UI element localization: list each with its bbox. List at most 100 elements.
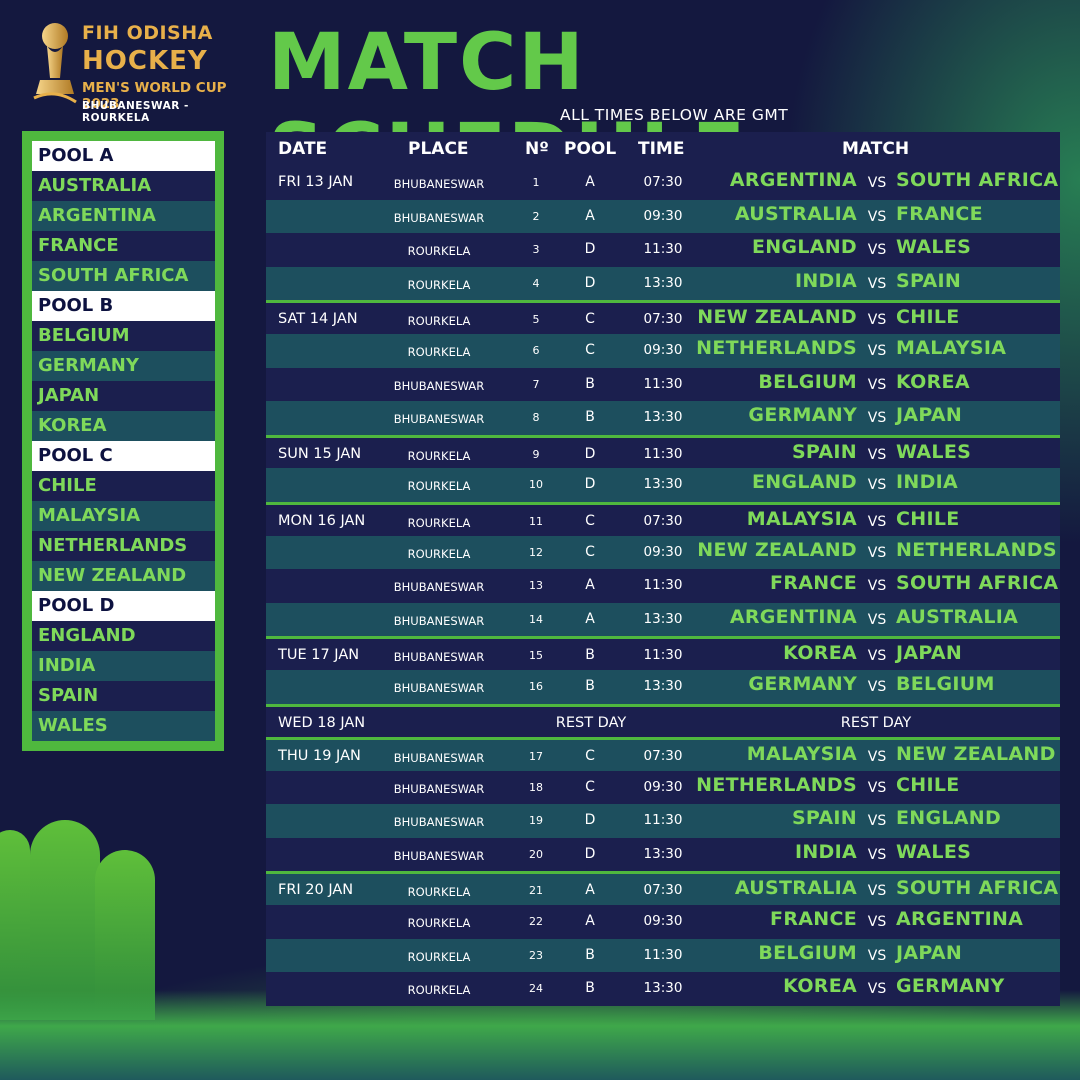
match-pool: A <box>585 174 595 190</box>
match-place: ROURKELA <box>407 277 471 292</box>
match-pool: C <box>585 341 595 358</box>
table-row: TUE 17 JAN BHUBANESWAR 15 B 11:30 KOREA VS JAPA… <box>266 636 1060 670</box>
match-place: ROURKELA <box>407 244 471 259</box>
match-pool: D <box>584 476 596 493</box>
match-place: BHUBANESWAR <box>393 378 485 393</box>
match-number: 1 <box>532 176 540 189</box>
match-number: 17 <box>529 750 543 764</box>
away-team: SOUTH AFRICA <box>896 169 1059 191</box>
table-row: ROURKELA 3 D 11:30 ENGLAND VS WALES <box>266 233 1060 267</box>
away-team: NEW ZEALAND <box>896 743 1056 766</box>
event-logo: FIH ODISHA HOCKEY MEN'S WORLD CUP 2023 B… <box>28 14 258 124</box>
match-number: 18 <box>529 780 543 794</box>
match-time: 13:30 <box>643 845 683 862</box>
away-team: INDIA <box>896 471 959 494</box>
match-place: BHUBANESWAR <box>393 177 485 191</box>
vs-label: VS <box>867 175 887 191</box>
logo-line-hockey: HOCKEY <box>82 46 208 76</box>
home-team: NEW ZEALAND <box>697 306 857 329</box>
match-time: 09:30 <box>643 913 683 930</box>
match-number: 23 <box>529 948 543 962</box>
match-place: BHUBANESWAR <box>393 650 485 665</box>
match-place: BHUBANESWAR <box>393 412 485 427</box>
pool-team: GERMANY <box>32 351 215 381</box>
match-pool: B <box>585 946 595 963</box>
vs-label: VS <box>867 611 887 628</box>
away-team: WALES <box>896 440 972 463</box>
match-place: ROURKELA <box>407 916 471 931</box>
match-place: BHUBANESWAR <box>393 580 485 595</box>
pool-team: NETHERLANDS <box>32 531 215 561</box>
match-time: 11:30 <box>643 577 683 594</box>
match-pool: B <box>585 677 595 694</box>
pool-team: CHILE <box>32 471 215 501</box>
rest-day-label: REST DAY <box>555 714 627 731</box>
match-time: 07:30 <box>643 311 683 328</box>
match-time: 11:30 <box>643 445 683 462</box>
pools-panel: POOL A AUSTRALIA ARGENTINA FRANCE SOUTH AFRI… <box>22 131 224 751</box>
home-team: FRANCE <box>770 572 857 595</box>
home-team: ARGENTINA <box>729 605 857 628</box>
vs-label: VS <box>867 779 887 796</box>
match-time: 13:30 <box>643 476 683 493</box>
vs-label: VS <box>867 947 887 964</box>
match-number: 8 <box>532 411 540 425</box>
home-team: MALAYSIA <box>746 743 857 766</box>
pool-team: WALES <box>32 711 215 741</box>
match-pool: D <box>584 845 596 862</box>
match-time: 07:30 <box>643 882 683 899</box>
away-team: KOREA <box>896 370 970 393</box>
home-team: INDIA <box>794 840 857 863</box>
table-row: BHUBANESWAR 18 C 09:30 NETHERLANDS VS CHILE <box>266 770 1060 805</box>
home-team: ARGENTINA <box>729 169 857 191</box>
table-row: BHUBANESWAR 16 B 13:30 GERMANY VS BELGIUM <box>266 669 1060 704</box>
match-time: 13:30 <box>643 274 683 291</box>
temple-silhouette <box>30 820 100 1020</box>
match-time: 11:30 <box>643 241 683 258</box>
away-team: BELGIUM <box>896 672 995 695</box>
match-place: ROURKELA <box>407 314 471 329</box>
match-number: 5 <box>532 313 540 327</box>
match-place: BHUBANESWAR <box>393 210 485 225</box>
match-number: 20 <box>529 847 543 861</box>
match-pool: D <box>584 445 596 462</box>
match-number: 16 <box>529 679 543 693</box>
match-place: BHUBANESWAR <box>393 680 485 695</box>
away-team: WALES <box>896 236 972 259</box>
home-team: ENGLAND <box>751 236 857 259</box>
match-place: ROURKELA <box>407 448 471 463</box>
vs-label: VS <box>867 376 887 393</box>
away-team: AUSTRALIA <box>896 605 1019 628</box>
schedule-rows: FRI 13 JAN BHUBANESWAR 1 A 07:30 ARGENTINA VS S… <box>266 166 1060 1006</box>
away-team: JAPAN <box>896 941 963 964</box>
match-number: 13 <box>529 579 543 593</box>
logo-line-fih-odisha: FIH ODISHA <box>82 22 213 44</box>
pool-team: AUSTRALIA <box>32 171 215 201</box>
pool-team: SPAIN <box>32 681 215 711</box>
table-row: BHUBANESWAR 13 A 11:30 FRANCE VS SOUTH AFRICA <box>266 569 1060 603</box>
vs-label: VS <box>867 513 887 530</box>
vs-label: VS <box>867 342 887 359</box>
match-number: 11 <box>529 514 543 528</box>
match-number: 9 <box>532 447 540 461</box>
match-place: BHUBANESWAR <box>393 815 485 830</box>
pool-heading: POOL B <box>32 291 215 321</box>
match-time: 07:30 <box>643 512 683 529</box>
away-team: CHILE <box>896 507 960 530</box>
home-team: GERMANY <box>748 404 857 427</box>
match-time: 13:30 <box>643 677 683 694</box>
home-team: NEW ZEALAND <box>697 538 857 561</box>
pool-team: JAPAN <box>32 381 215 411</box>
match-time: 13:30 <box>643 610 683 627</box>
match-time: 07:30 <box>643 748 683 765</box>
home-team: NETHERLANDS <box>696 773 857 796</box>
vs-label: VS <box>867 275 887 292</box>
table-row: MON 16 JAN ROURKELA 11 C 07:30 MALAYSIA VS CHIL… <box>266 501 1060 536</box>
match-date: SUN 15 JAN <box>278 445 362 462</box>
column-header-time: TIME <box>638 139 685 159</box>
table-row: WED 18 JAN REST DAY REST DAY <box>266 703 1060 738</box>
match-time: 09:30 <box>643 543 683 560</box>
pool-team: ENGLAND <box>32 621 215 651</box>
away-team: SOUTH AFRICA <box>896 877 1059 900</box>
match-pool: C <box>585 543 595 560</box>
